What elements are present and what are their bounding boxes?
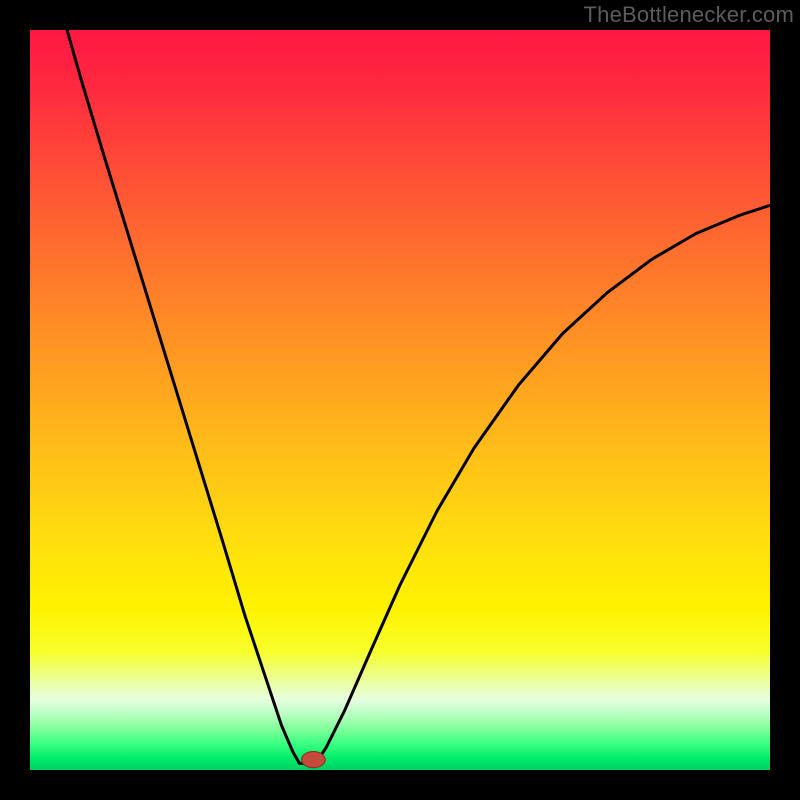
bottleneck-chart — [0, 0, 800, 800]
chart-container: TheBottlenecker.com — [0, 0, 800, 800]
plot-gradient-background — [30, 30, 770, 770]
watermark-text: TheBottlenecker.com — [584, 2, 794, 28]
optimal-point-marker — [302, 752, 326, 768]
